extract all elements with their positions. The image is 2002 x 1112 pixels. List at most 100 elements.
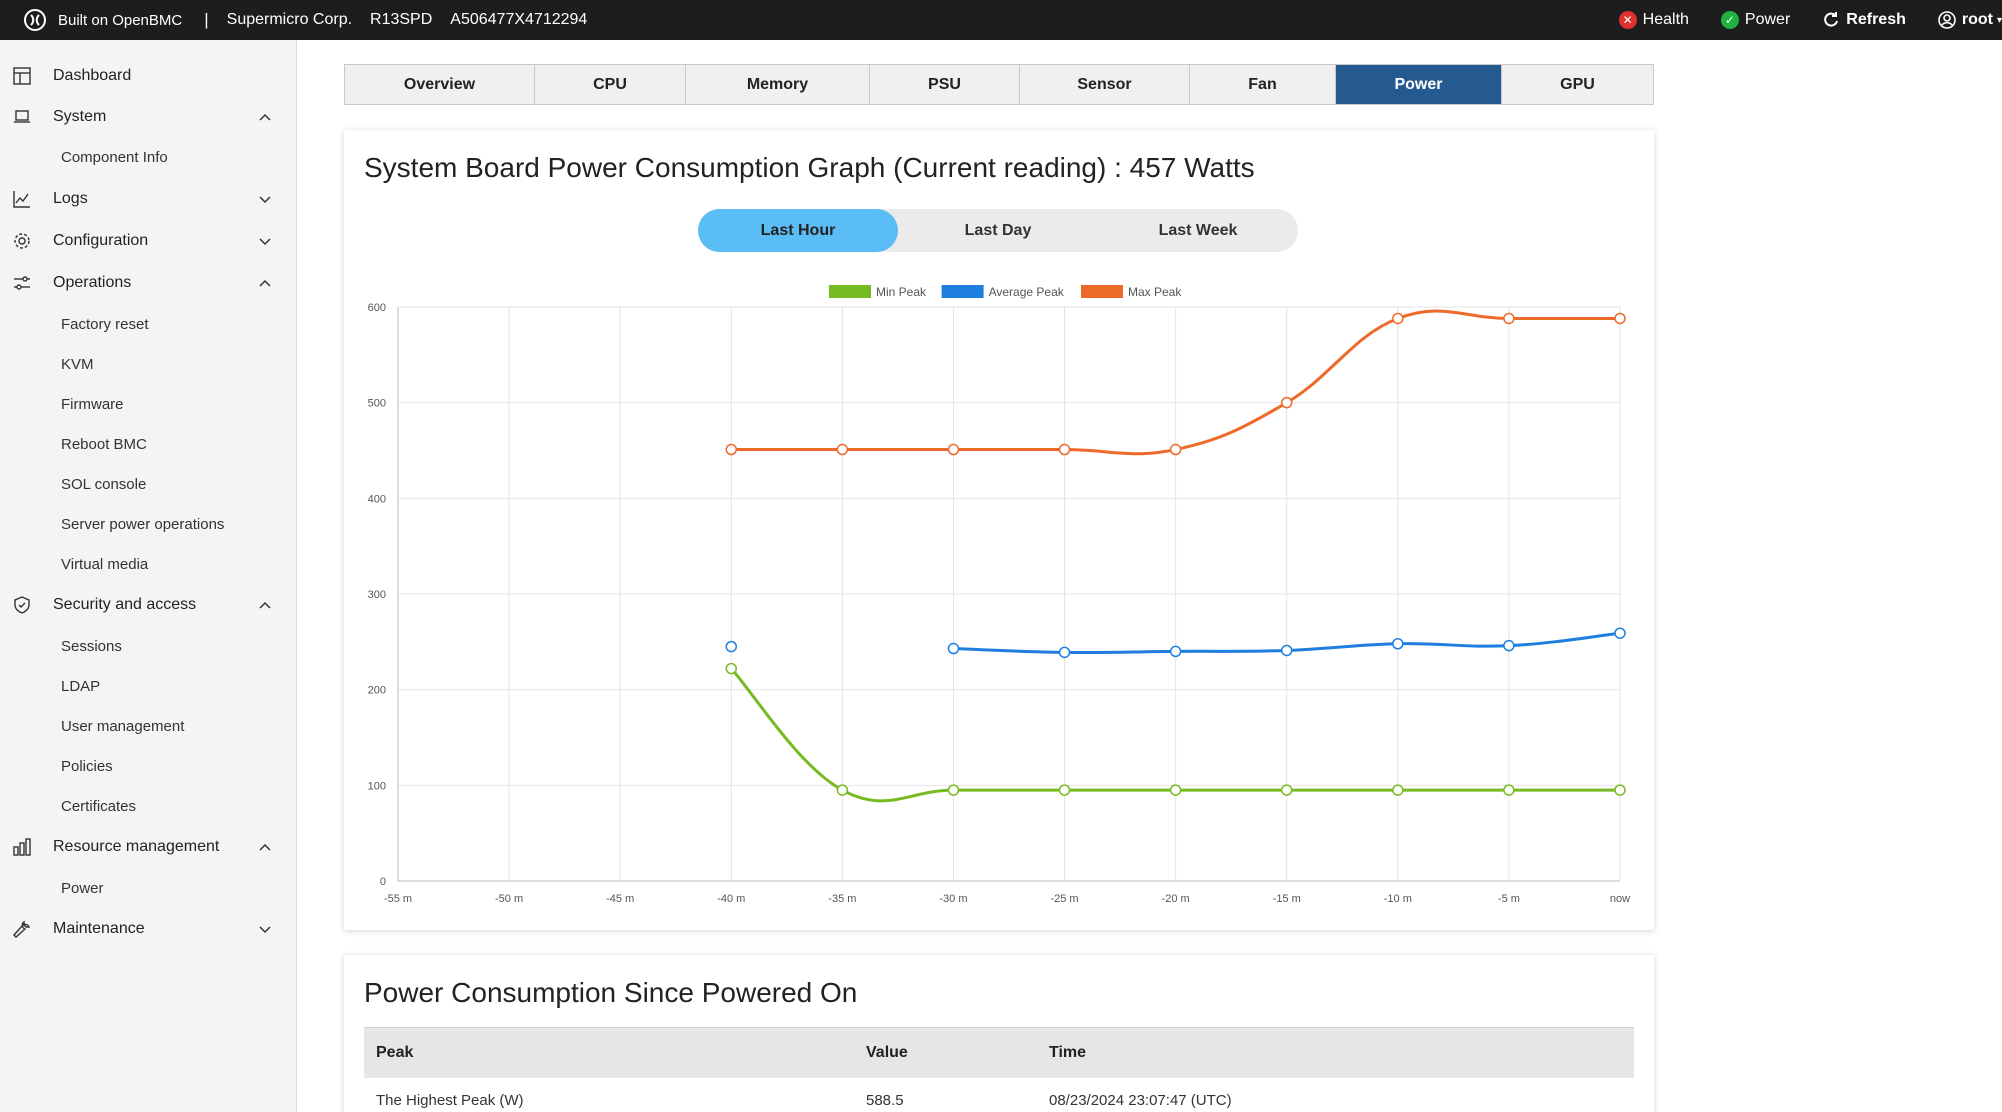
sidebar-item-system[interactable]: System [0,99,297,135]
data-point [1503,639,1515,652]
tab-fan[interactable]: Fan [1190,65,1336,104]
tab-sensor[interactable]: Sensor [1020,65,1190,104]
x-tick-label: -50 m [495,893,523,905]
column-header-peak: Peak [364,1027,854,1078]
user-icon [1938,11,1956,29]
x-tick-label: -5 m [1498,893,1520,905]
sidebar-item-factory-reset[interactable]: Factory reset [61,315,149,333]
x-tick-label: -30 m [939,893,967,905]
tab-gpu[interactable]: GPU [1560,75,1595,93]
error-icon: ✕ [1618,11,1637,29]
data-point [1169,443,1182,456]
data-point [1392,784,1404,796]
tab-memory[interactable]: Memory [686,65,870,104]
legend-swatch [1081,285,1123,298]
sidebar-item-sessions[interactable]: Sessions [61,637,122,655]
y-tick-label: 600 [368,302,386,314]
peak-name: The Highest Peak (W) [376,1092,524,1109]
user-name: root [1961,11,1993,28]
data-point [1058,784,1071,796]
sidebar: Dashboard System Component Info Logs Con… [0,40,297,1112]
data-point [1614,312,1626,325]
range-last-week-button[interactable]: Last Week [1158,221,1238,239]
power-status-label: Power [1744,11,1791,28]
brand[interactable]: Built on OpenBMC [22,7,182,33]
sliders-icon [14,276,30,290]
table-header-row: Peak Value Time [364,1027,1634,1078]
separator: | [204,10,209,29]
sidebar-item-configuration[interactable]: Configuration [0,223,297,259]
user-menu-button[interactable]: root ▾ [1938,11,2002,29]
sidebar-item-kvm[interactable]: KVM [61,355,94,373]
sidebar-item-certificates[interactable]: Certificates [61,797,137,815]
data-point [725,640,738,653]
tab-psu[interactable]: PSU [870,65,1020,104]
sidebar-item-ldap[interactable]: LDAP [61,677,101,695]
sidebar-item-label: Maintenance [53,920,145,937]
chevron-down-icon [259,196,271,204]
data-point [836,443,849,456]
data-point [947,443,960,456]
data-point [1058,443,1071,456]
sidebar-item-resource-management[interactable]: Resource management [0,829,297,865]
health-button[interactable]: ✕ Health [1618,11,1689,29]
sidebar-item-power[interactable]: Power [61,879,104,897]
tab-overview[interactable]: Overview [345,65,535,104]
column-header-time: Time [1037,1027,1634,1078]
sidebar-item-label: Configuration [53,232,149,249]
sidebar-item-reboot-bmc[interactable]: Reboot BMC [61,435,147,453]
peak-table: Peak Value Time The Highest Peak (W) 588… [364,1027,1634,1112]
chevron-up-icon [259,279,271,287]
sidebar-item-label: System [53,108,107,125]
sidebar-item-user-management[interactable]: User management [61,717,185,735]
legend-label: Min Peak [876,285,927,299]
sidebar-item-virtual-media[interactable]: Virtual media [61,555,149,573]
sidebar-item-logs[interactable]: Logs [0,181,297,217]
brand-text: Built on OpenBMC [58,11,183,29]
range-last-hour-button[interactable]: Last Hour [698,209,898,252]
power-since-card: Power Consumption Since Powered On Peak … [344,955,1654,1112]
sidebar-item-maintenance[interactable]: Maintenance [0,911,297,947]
gear-icon [14,233,30,249]
refresh-button[interactable]: Refresh [1822,11,1906,29]
sidebar-item-label: Dashboard [53,67,132,84]
data-point [1614,784,1626,796]
sidebar-item-firmware[interactable]: Firmware [61,395,124,413]
y-tick-label: 200 [368,685,386,697]
sidebar-item-policies[interactable]: Policies [61,757,113,775]
sidebar-item-dashboard[interactable]: Dashboard [0,58,297,94]
sidebar-item-server-power-operations[interactable]: Server power operations [61,515,225,533]
since-title: Power Consumption Since Powered On [364,977,858,1008]
sidebar-item-operations[interactable]: Operations [0,265,297,301]
dashboard-icon [13,67,31,85]
power-status-button[interactable]: ✓ Power [1720,11,1791,29]
laptop-icon [14,110,30,123]
table-row: The Highest Peak (W) 588.5 08/23/2024 23… [364,1078,1634,1112]
data-point [1392,312,1404,325]
sidebar-item-label: Security and access [53,596,197,613]
x-tick-label: -35 m [828,893,856,905]
openbmc-logo-icon [24,9,46,31]
range-last-day-button[interactable]: Last Day [964,221,1032,239]
shield-icon [14,596,30,614]
power-line-chart: 0 100 200 300 400 500 600 -55 m -50 m -45 m -40 m -… [368,285,1630,905]
x-tick-label: now [1610,893,1630,905]
legend-label: Max Peak [1128,285,1182,299]
check-icon: ✓ [1720,11,1739,29]
x-tick-label: -45 m [606,893,634,905]
chevron-down-icon [259,926,271,934]
y-tick-label: 300 [368,589,386,601]
chevron-up-icon [259,113,271,121]
sidebar-item-component-info[interactable]: Component Info [61,148,168,166]
data-point [1280,644,1293,657]
x-tick-label: -15 m [1273,893,1301,905]
data-point [725,662,738,675]
data-point [1614,627,1626,639]
chevron-up-icon [259,601,271,609]
sidebar-item-security-and-access[interactable]: Security and access [0,587,297,623]
sidebar-item-sol-console[interactable]: SOL console [61,475,147,493]
x-tick-label: -40 m [717,893,745,905]
tab-power[interactable]: Power [1336,65,1502,104]
tab-cpu[interactable]: CPU [535,65,686,104]
chart-bar-icon [13,838,31,856]
